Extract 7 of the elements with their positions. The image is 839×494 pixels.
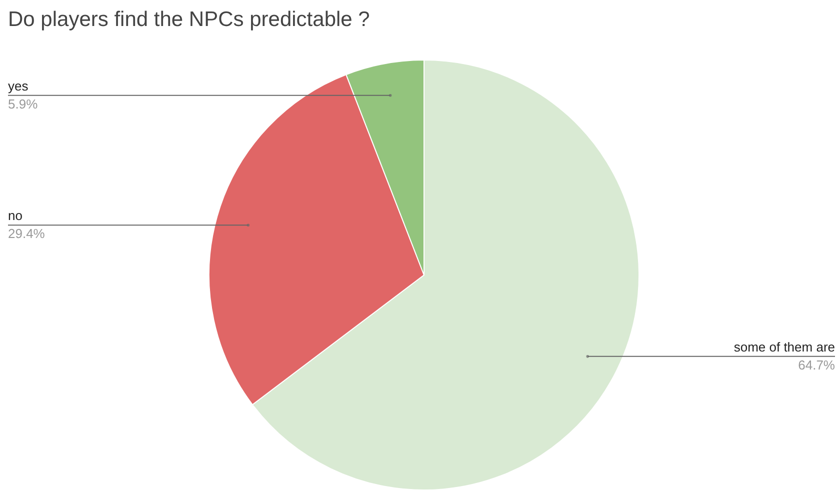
data-label: 29.4% [8,226,46,242]
slice-label: yes [8,78,29,94]
chart-title: Do players find the NPCs predictable ? [8,8,370,31]
data-label: 5.9% [8,96,38,112]
slice-label: no [8,208,22,224]
data-label: 64.7% [798,357,836,372]
slice-label: some of them are [734,339,835,354]
